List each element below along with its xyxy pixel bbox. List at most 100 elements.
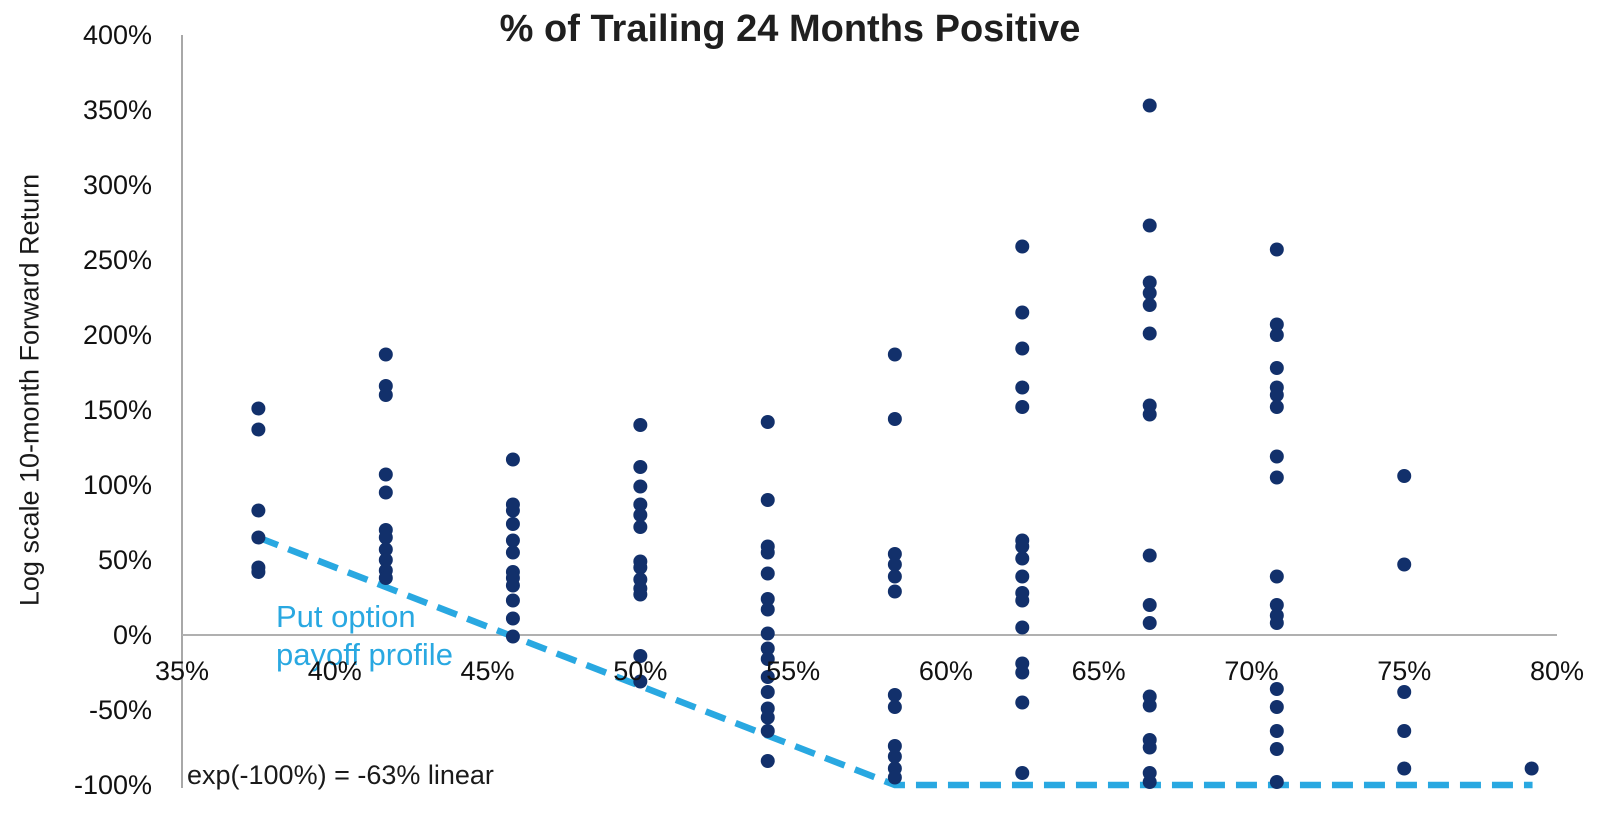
- data-point: [760, 710, 775, 725]
- data-point: [1397, 557, 1412, 572]
- data-point: [378, 467, 393, 482]
- data-point: [1142, 407, 1157, 422]
- data-point: [760, 670, 775, 684]
- data-point: [1269, 361, 1284, 375]
- data-point: [1269, 775, 1284, 789]
- data-point: [887, 569, 902, 584]
- data-point: [1015, 620, 1030, 635]
- payoff-line-label: Put option payoff profile: [276, 598, 453, 674]
- data-point: [760, 685, 775, 699]
- x-tick-label: 35%: [154, 656, 210, 686]
- payoff-line-label-line1: Put option: [276, 599, 416, 634]
- data-point: [1015, 551, 1030, 566]
- data-point: [1142, 286, 1157, 300]
- data-point: [1269, 400, 1284, 414]
- data-point: [633, 674, 648, 689]
- data-point: [505, 611, 520, 626]
- data-point: [887, 770, 902, 785]
- data-point: [1015, 341, 1030, 356]
- data-point: [1269, 569, 1284, 584]
- data-point: [1142, 98, 1157, 113]
- data-point: [1269, 328, 1284, 342]
- data-point: [887, 557, 902, 572]
- data-point: [633, 508, 648, 522]
- data-point: [251, 422, 266, 437]
- data-point: [1015, 593, 1030, 608]
- data-point: [1015, 539, 1030, 554]
- x-tick-label: 50%: [613, 656, 668, 686]
- data-point: [1142, 598, 1157, 612]
- payoff-line: [257, 534, 1533, 789]
- data-point: [1015, 695, 1030, 710]
- data-point: [505, 629, 520, 644]
- data-point: [1269, 616, 1284, 630]
- data-point: [378, 553, 393, 567]
- data-point: [378, 542, 393, 557]
- data-point: [1015, 305, 1030, 320]
- data-point: [251, 530, 266, 545]
- chart-title: % of Trailing 24 Months Positive: [499, 8, 1081, 50]
- data-point: [1142, 548, 1157, 563]
- data-point: [1269, 388, 1284, 402]
- data-point: [633, 520, 648, 534]
- data-point: [505, 545, 520, 560]
- data-point: [1397, 724, 1412, 738]
- data-point: [1142, 275, 1157, 290]
- data-point: [887, 584, 902, 599]
- data-point: [760, 626, 775, 641]
- y-tick-label: 0%: [112, 620, 152, 650]
- data-point: [1015, 665, 1030, 680]
- y-tick-label: 100%: [82, 470, 152, 500]
- data-point: [1142, 298, 1157, 312]
- x-tick-label: 75%: [1377, 656, 1432, 686]
- data-point: [1015, 380, 1030, 395]
- y-tick-label: -100%: [73, 770, 152, 800]
- data-point: [1269, 449, 1284, 464]
- y-axis-title: Log scale 10-month Forward Return: [14, 173, 45, 607]
- data-point: [505, 452, 520, 467]
- x-tick-label: 80%: [1529, 656, 1585, 686]
- data-point: [1142, 698, 1157, 713]
- data-point: [1269, 724, 1284, 738]
- data-point: [1142, 218, 1157, 233]
- data-point: [505, 533, 520, 548]
- data-point: [760, 754, 775, 768]
- data-point: [633, 587, 648, 602]
- data-point: [1269, 742, 1284, 756]
- y-tick-label: 150%: [82, 395, 152, 425]
- data-point: [1142, 740, 1157, 755]
- data-point: [251, 565, 266, 579]
- data-point: [633, 418, 648, 432]
- y-tick-label: 350%: [82, 95, 152, 125]
- data-point: [633, 649, 648, 663]
- data-point: [633, 560, 648, 575]
- data-point: [887, 347, 902, 362]
- data-point: [1142, 775, 1157, 789]
- data-point: [887, 749, 902, 764]
- data-point: [760, 545, 775, 560]
- data-point: [378, 571, 393, 585]
- data-point: [1269, 682, 1284, 696]
- data-point: [760, 724, 775, 738]
- data-point: [633, 497, 648, 512]
- y-tick-label: 300%: [82, 170, 152, 200]
- y-tick-label: 50%: [97, 545, 152, 575]
- data-point: [1015, 239, 1030, 254]
- data-point: [887, 700, 902, 714]
- data-point: [1397, 685, 1412, 699]
- data-point: [378, 347, 393, 362]
- payoff-line-label-line2: payoff profile: [276, 637, 453, 672]
- data-point: [1269, 700, 1284, 714]
- x-tick-label: 60%: [918, 656, 973, 686]
- y-tick-label: -50%: [88, 695, 152, 725]
- exp-conversion-annotation: exp(-100%) = -63% linear: [187, 760, 494, 790]
- data-point: [1524, 761, 1539, 776]
- data-point: [1142, 616, 1157, 630]
- data-point: [1015, 400, 1030, 414]
- data-point: [760, 602, 775, 617]
- data-point: [633, 460, 648, 474]
- data-point: [1397, 761, 1412, 776]
- data-point: [1269, 317, 1284, 332]
